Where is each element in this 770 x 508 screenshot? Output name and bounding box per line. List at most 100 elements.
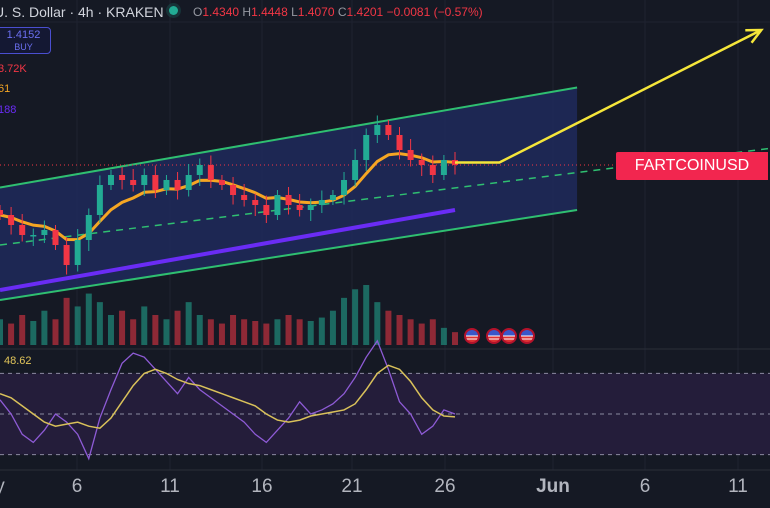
volume-bar bbox=[329, 310, 336, 345]
symbol-title[interactable]: U. S. Dollar · 4h · KRAKEN bbox=[0, 4, 164, 20]
volume-bar bbox=[429, 319, 436, 345]
candle-body bbox=[8, 215, 15, 225]
candle-body bbox=[429, 165, 436, 175]
volume-bar bbox=[374, 302, 381, 345]
candle-body bbox=[30, 235, 37, 237]
candle-body bbox=[130, 180, 137, 185]
candle-body bbox=[407, 150, 414, 160]
volume-bar bbox=[418, 323, 425, 345]
volume-bar bbox=[63, 297, 70, 345]
candle-body bbox=[41, 230, 48, 235]
volume-bar bbox=[174, 310, 181, 345]
volume-bar bbox=[52, 319, 59, 345]
buy-button[interactable]: 1.4152 BUY bbox=[0, 27, 51, 54]
ma188-line bbox=[0, 208, 456, 292]
candle-body bbox=[185, 175, 192, 190]
volume-legend: 3.72K bbox=[0, 63, 27, 75]
volume-bar bbox=[341, 297, 348, 345]
volume-bar bbox=[452, 332, 458, 345]
candle-body bbox=[263, 205, 270, 215]
volume-bar bbox=[141, 306, 148, 345]
volume-bar bbox=[207, 319, 214, 345]
volume-bar bbox=[85, 293, 92, 345]
x-tick: y bbox=[0, 476, 5, 497]
candle-body bbox=[119, 175, 126, 180]
candle-body bbox=[296, 205, 303, 210]
low-label: L bbox=[291, 5, 298, 19]
rsi-line bbox=[0, 339, 456, 461]
candle-body bbox=[418, 160, 425, 165]
volume-bar bbox=[241, 319, 248, 345]
volume-bar bbox=[119, 310, 126, 345]
volume-bar bbox=[0, 319, 3, 345]
market-status-icon bbox=[169, 6, 178, 15]
high-value: 1.4448 bbox=[251, 5, 288, 19]
volume-bar bbox=[318, 317, 325, 345]
volume-bar bbox=[396, 315, 403, 345]
arrow-head-icon bbox=[745, 28, 764, 44]
candle-body bbox=[252, 200, 259, 205]
volume-bar bbox=[41, 310, 48, 345]
candle-body bbox=[218, 180, 225, 185]
us-flag-icon[interactable] bbox=[501, 328, 517, 344]
change-value: −0.0081 (−0.57%) bbox=[386, 5, 483, 19]
channel-lower-line bbox=[0, 209, 578, 301]
x-tick: 26 bbox=[434, 476, 456, 497]
volume-bar bbox=[74, 306, 81, 345]
candle-body bbox=[374, 125, 381, 135]
x-tick: 21 bbox=[341, 476, 363, 497]
volume-bar bbox=[440, 327, 447, 345]
volume-bar bbox=[385, 310, 392, 345]
candle-body bbox=[396, 135, 403, 150]
candle-body bbox=[19, 225, 26, 235]
volume-bar bbox=[8, 323, 15, 345]
candle-body bbox=[274, 195, 281, 215]
candle-body bbox=[141, 175, 148, 185]
candle-body bbox=[241, 195, 248, 200]
x-tick: 16 bbox=[251, 476, 273, 497]
volume-bar bbox=[196, 315, 203, 345]
candle-body bbox=[318, 200, 325, 205]
rsi-value: 48.62 bbox=[4, 355, 32, 367]
us-flag-icon[interactable] bbox=[519, 328, 535, 344]
candle-body bbox=[174, 180, 181, 190]
volume-bar bbox=[152, 315, 159, 345]
close-label: C bbox=[337, 5, 347, 19]
candle-body bbox=[363, 135, 370, 160]
candle-body bbox=[230, 185, 237, 195]
volume-bar bbox=[252, 321, 259, 345]
low-value: 1.4070 bbox=[297, 5, 335, 19]
symbol-price-label: FARTCOINUSD bbox=[616, 152, 768, 180]
candle-body bbox=[352, 160, 359, 180]
volume-bar bbox=[96, 302, 103, 345]
volume-bar bbox=[30, 321, 37, 345]
volume-bar bbox=[274, 319, 281, 345]
rsi-ma-line bbox=[0, 364, 456, 430]
volume-bar bbox=[218, 323, 225, 345]
x-tick: 11 bbox=[160, 476, 180, 497]
candle-body bbox=[107, 175, 114, 185]
candle-body bbox=[63, 245, 70, 265]
volume-bar bbox=[352, 289, 359, 345]
open-label: O bbox=[193, 5, 203, 19]
x-tick: 6 bbox=[639, 476, 651, 497]
volume-bar bbox=[107, 315, 114, 345]
candle-body bbox=[341, 180, 348, 195]
volume-bar bbox=[230, 315, 237, 345]
volume-bar bbox=[185, 302, 192, 345]
candle-body bbox=[329, 195, 336, 200]
x-tick: Jun bbox=[536, 476, 570, 497]
candle-body bbox=[0, 210, 3, 215]
candle-body bbox=[85, 215, 92, 240]
candle-body bbox=[307, 205, 314, 210]
volume-bar bbox=[296, 319, 303, 345]
candle-body bbox=[152, 175, 159, 190]
volume-bar bbox=[19, 315, 26, 345]
candle-body bbox=[207, 165, 214, 180]
ohlc-readout: O1.4340 H1.4448 L1.4070 C1.4201 −0.0081 … bbox=[193, 5, 483, 19]
us-flag-icon[interactable] bbox=[464, 328, 480, 344]
us-flag-icon[interactable] bbox=[486, 328, 502, 344]
ema-line bbox=[0, 152, 456, 242]
